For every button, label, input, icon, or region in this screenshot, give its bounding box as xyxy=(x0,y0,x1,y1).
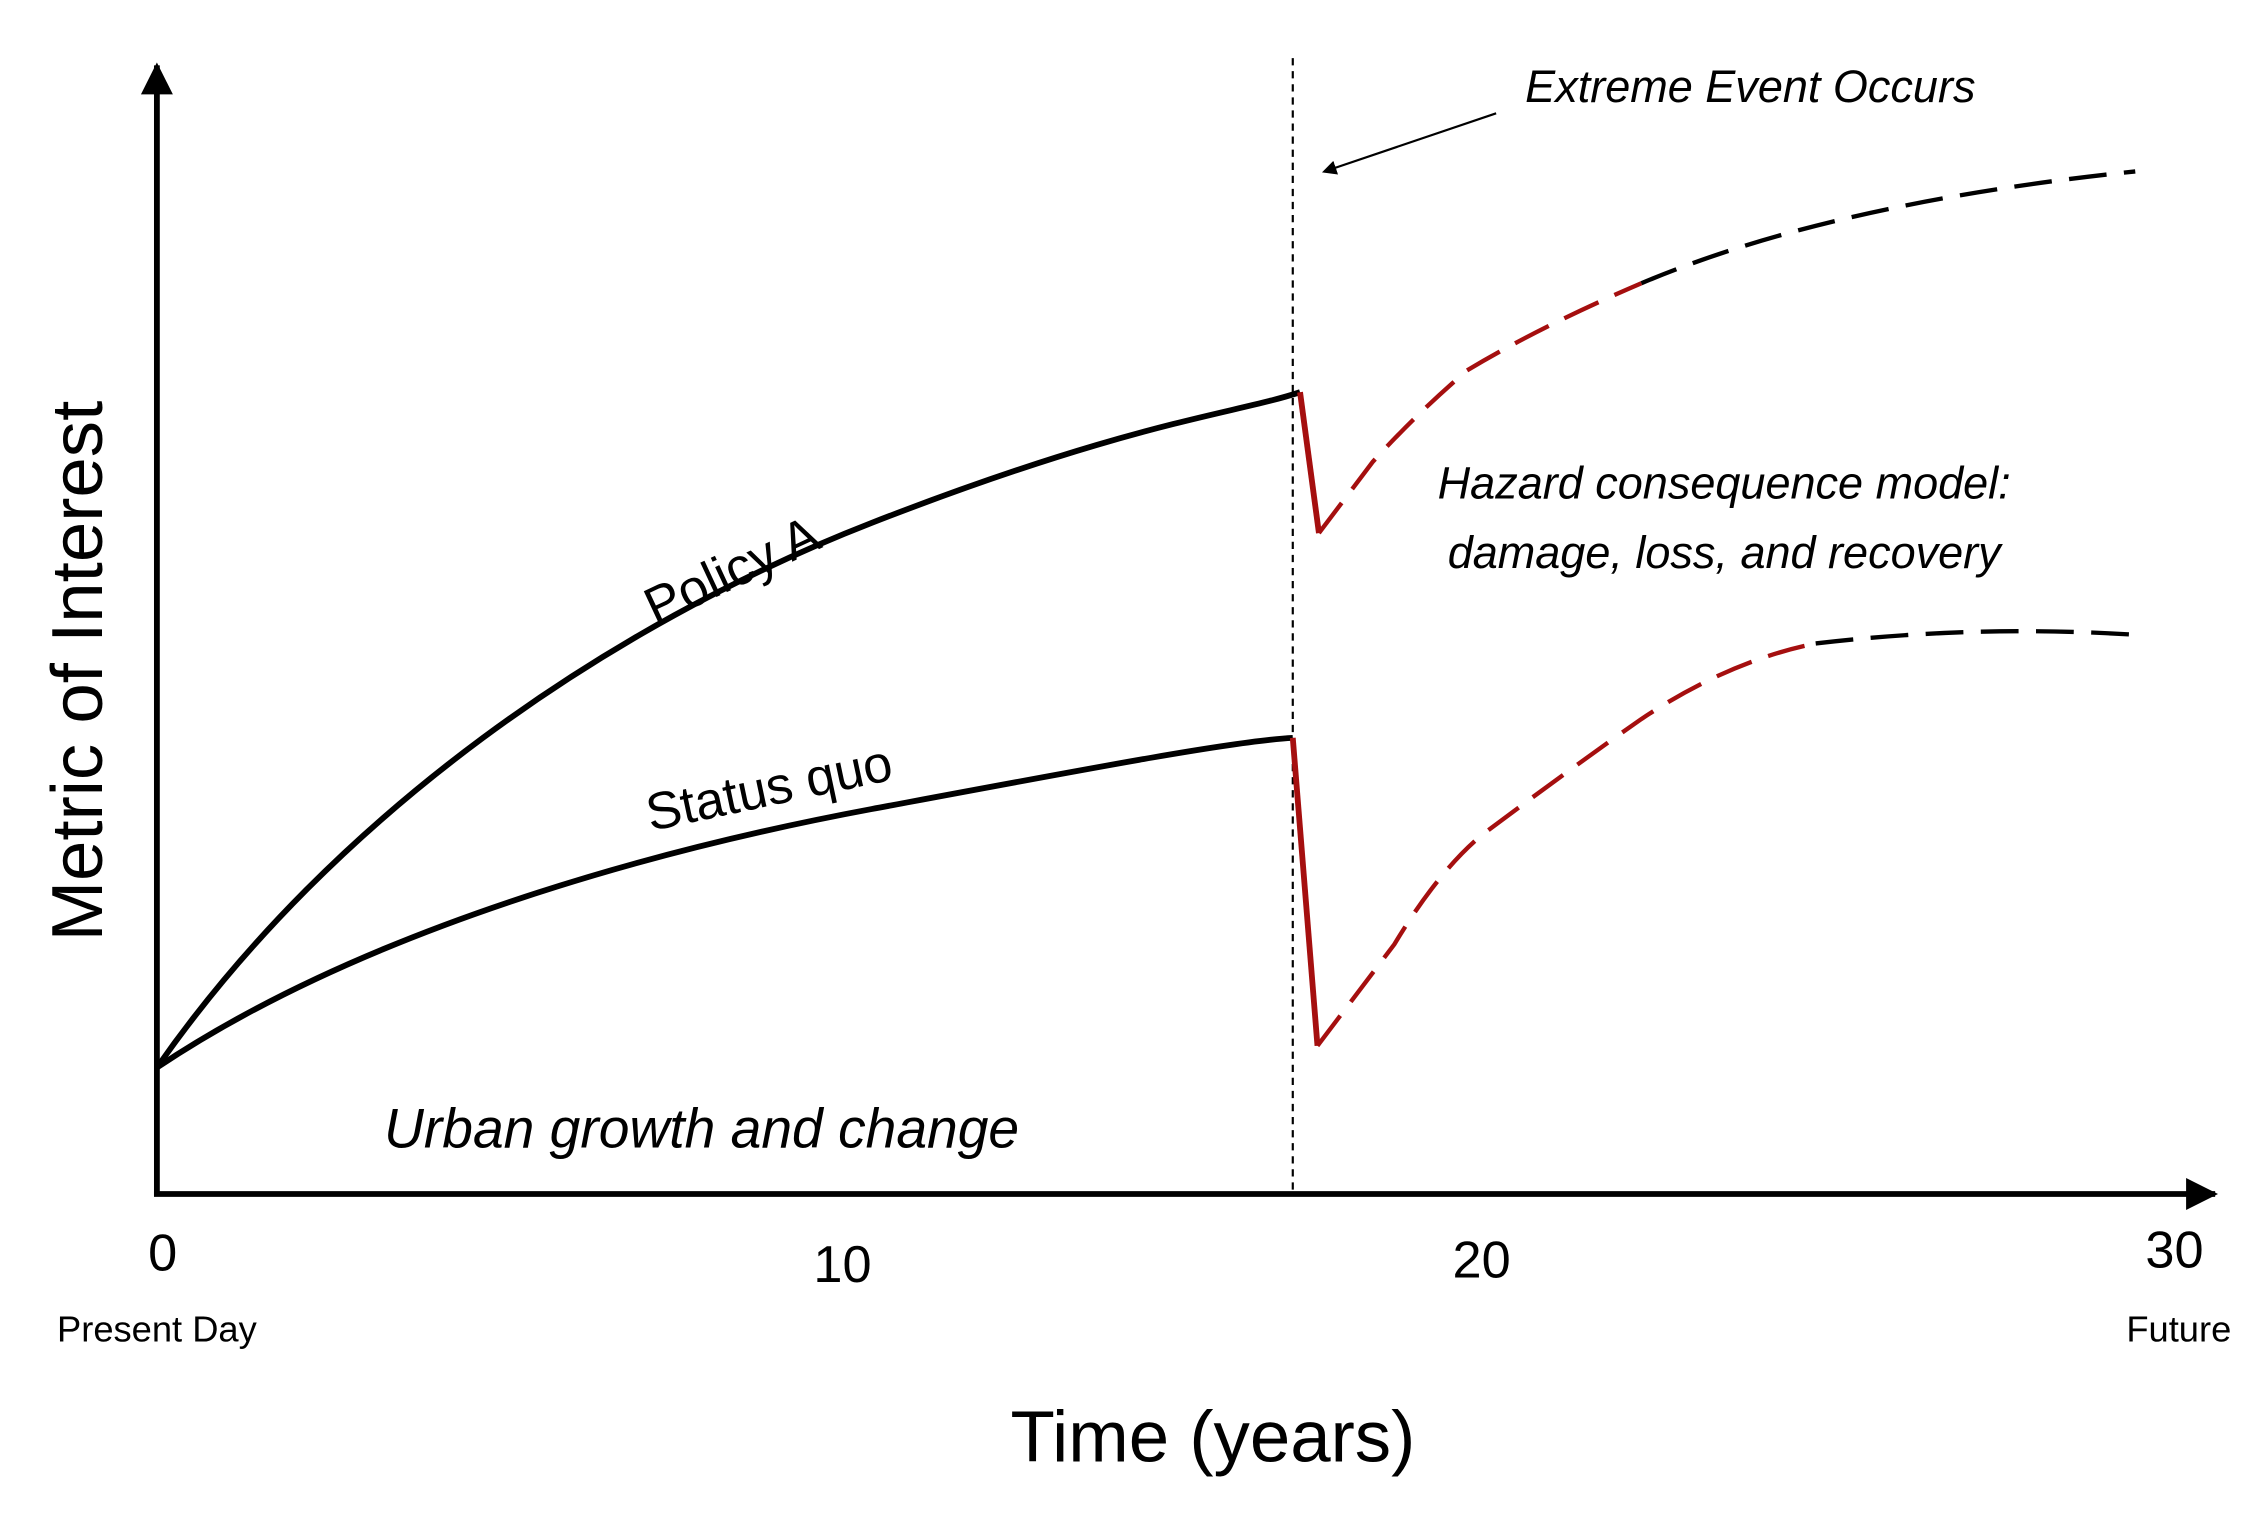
status-quo-drop xyxy=(1289,737,1321,1047)
x-tick-label: 0 xyxy=(148,1224,177,1282)
growth-label: Urban growth and change xyxy=(384,1098,1019,1160)
policy-drop xyxy=(1297,391,1322,534)
curve-label: Status quo xyxy=(641,734,898,843)
x-tick-label: 30 xyxy=(2145,1221,2203,1279)
event-arrow xyxy=(1321,112,1497,175)
status-quo-recovery xyxy=(1315,641,1817,1048)
x-tick-label: 10 xyxy=(813,1236,871,1294)
hazard-label: Hazard consequence model: xyxy=(1438,457,2011,508)
x-start-label: Present Day xyxy=(57,1309,258,1350)
y-axis-label: Metric of Interest xyxy=(37,401,118,942)
status-quo-curve xyxy=(155,734,1293,1071)
status-quo-future xyxy=(1815,629,2136,646)
policy-future xyxy=(1640,169,2136,286)
policy-curve xyxy=(154,389,1301,1070)
curve-label: Policy A xyxy=(636,505,829,636)
x-axis-label: Time (years) xyxy=(1011,1397,1416,1478)
policy-recovery xyxy=(1317,281,1643,535)
x-end-label: Future xyxy=(2126,1309,2231,1350)
event-label: Extreme Event Occurs xyxy=(1525,61,1975,112)
x-tick-label: 20 xyxy=(1453,1232,1511,1290)
hazard-label: damage, loss, and recovery xyxy=(1448,527,2003,578)
